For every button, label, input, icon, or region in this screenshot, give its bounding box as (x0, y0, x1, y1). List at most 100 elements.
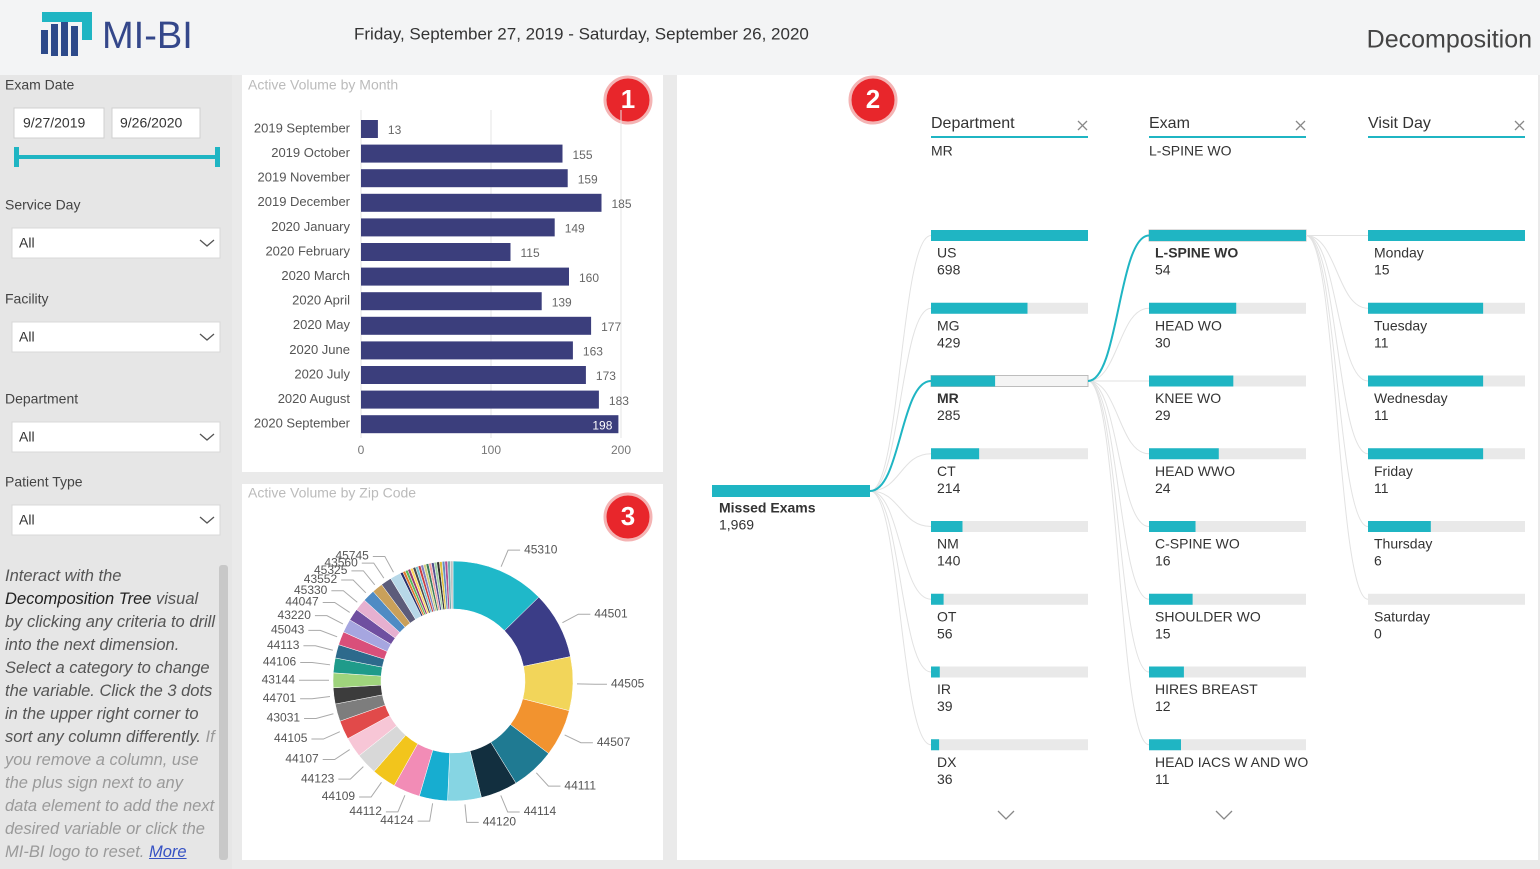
tree-node-label[interactable]: Monday (1374, 245, 1424, 261)
tree-node-label[interactable]: MG (937, 317, 960, 333)
tree-node-label[interactable]: US (937, 245, 956, 261)
dropdown-value[interactable]: All (19, 329, 35, 345)
dropdown[interactable] (11, 504, 221, 536)
tree-node-bar[interactable] (1368, 448, 1484, 460)
tree-node-bar[interactable] (931, 521, 963, 532)
tree-node-track[interactable] (1149, 666, 1306, 678)
tree-node-label[interactable]: DX (937, 754, 957, 770)
slider-handle[interactable] (215, 147, 220, 167)
column-header[interactable]: Exam (1149, 115, 1190, 132)
tree-node-label[interactable]: Friday (1374, 463, 1413, 479)
tree-node-track[interactable] (931, 521, 1088, 532)
tree-node-label[interactable]: HIRES BREAST (1155, 681, 1258, 697)
tree-node-track[interactable] (931, 593, 1088, 605)
tree-node-bar[interactable] (1149, 521, 1196, 532)
tree-node-label[interactable]: HEAD WWO (1155, 463, 1235, 479)
bar[interactable] (361, 218, 555, 237)
bar[interactable] (361, 390, 599, 409)
tree-node-label[interactable]: CT (937, 463, 956, 479)
bar[interactable] (361, 267, 569, 286)
tree-node-label[interactable]: Wednesday (1374, 390, 1448, 406)
tree-node-track[interactable] (1149, 739, 1306, 751)
tree-node-bar[interactable] (1149, 230, 1306, 241)
slider-handle[interactable] (14, 147, 19, 167)
bar[interactable] (361, 366, 586, 384)
bar[interactable] (361, 292, 542, 311)
column-header[interactable]: Visit Day (1368, 115, 1431, 132)
tree-node-bar[interactable] (931, 230, 1088, 241)
tree-node-track[interactable] (931, 448, 1088, 460)
scroll-chevron[interactable] (997, 810, 1015, 820)
tree-node-bar[interactable] (931, 666, 940, 678)
scrollbar[interactable] (219, 565, 228, 860)
tree-node-bar[interactable] (931, 302, 1028, 314)
tree-node-bar[interactable] (1368, 230, 1525, 241)
tree-node-label[interactable]: NM (937, 536, 959, 552)
tree-node-bar[interactable] (1368, 302, 1484, 314)
date-start[interactable]: 9/27/2019 (23, 115, 85, 131)
tree-node-track[interactable] (1149, 593, 1306, 605)
tree-node-label[interactable]: HEAD IACS W AND WO (1155, 754, 1308, 770)
tree-node-bar[interactable] (1149, 448, 1219, 460)
close-icon[interactable] (1295, 120, 1306, 131)
dropdown-value[interactable]: All (19, 512, 35, 528)
tree-node-label[interactable]: OT (937, 608, 957, 624)
dropdown-chevron[interactable] (199, 239, 215, 247)
bar[interactable] (361, 169, 568, 188)
tree-node-bar[interactable] (931, 593, 944, 605)
more-link[interactable]: More (148, 843, 187, 861)
dropdown[interactable] (11, 421, 221, 453)
bar[interactable] (361, 316, 592, 335)
pie-slice[interactable] (450, 560, 454, 610)
dropdown-chevron[interactable] (199, 516, 215, 524)
dropdown-value[interactable]: All (19, 429, 35, 445)
date-box[interactable] (111, 107, 201, 139)
tree-node-label[interactable]: Tuesday (1374, 317, 1427, 333)
tree-node-bar[interactable] (931, 739, 940, 751)
tree-node-track[interactable] (1368, 593, 1525, 605)
tree-node-bar[interactable] (931, 448, 980, 460)
tree-node-track[interactable] (1368, 521, 1525, 532)
tree-node-label[interactable]: Missed Exams (719, 500, 816, 516)
logo-icon[interactable] (41, 12, 92, 56)
tree-node-bar[interactable] (1149, 302, 1237, 314)
close-icon[interactable] (1514, 120, 1525, 131)
tree-node-label[interactable]: Saturday (1374, 608, 1430, 624)
bar[interactable] (361, 193, 602, 212)
close-icon[interactable] (1077, 120, 1088, 131)
dropdown-value[interactable]: All (19, 235, 35, 251)
tree-node-label[interactable]: MR (937, 390, 959, 406)
tree-node-bar[interactable] (1368, 521, 1431, 532)
tree-node-bar[interactable] (931, 375, 996, 387)
tree-node-bar[interactable] (1149, 375, 1234, 387)
tree-node-bar[interactable] (1368, 375, 1484, 387)
tree-node-bar[interactable] (1149, 593, 1193, 605)
tree-node-label[interactable]: KNEE WO (1155, 390, 1221, 406)
dropdown[interactable] (11, 321, 221, 353)
tree-node-bar[interactable] (1149, 739, 1181, 751)
tree-node-label[interactable]: HEAD WO (1155, 317, 1222, 333)
tree-node-label[interactable]: Thursday (1374, 536, 1432, 552)
bar[interactable] (361, 243, 511, 261)
tree-node-track[interactable] (931, 666, 1088, 678)
dropdown-chevron[interactable] (199, 333, 215, 341)
tree-node-track[interactable] (1149, 521, 1306, 532)
tree-node-bar[interactable] (712, 485, 870, 497)
tree-node-label[interactable]: L-SPINE WO (1155, 245, 1238, 261)
bar[interactable] (361, 341, 573, 360)
date-end[interactable]: 9/26/2020 (120, 115, 182, 131)
dropdown[interactable] (11, 227, 221, 259)
tree-node-label[interactable]: C-SPINE WO (1155, 536, 1240, 552)
bar[interactable] (361, 120, 378, 138)
tree-node-label[interactable]: IR (937, 681, 951, 697)
scroll-chevron[interactable] (1215, 810, 1233, 820)
date-box[interactable] (13, 107, 105, 139)
logo-text[interactable]: MI-BI (102, 15, 193, 57)
tree-node-track[interactable] (1149, 448, 1306, 460)
bar[interactable] (361, 144, 563, 163)
column-header[interactable]: Department (931, 115, 1015, 132)
tree-node-track[interactable] (931, 739, 1088, 751)
bar[interactable] (361, 415, 619, 434)
tree-node-bar[interactable] (1149, 666, 1184, 678)
dropdown-chevron[interactable] (199, 433, 215, 441)
